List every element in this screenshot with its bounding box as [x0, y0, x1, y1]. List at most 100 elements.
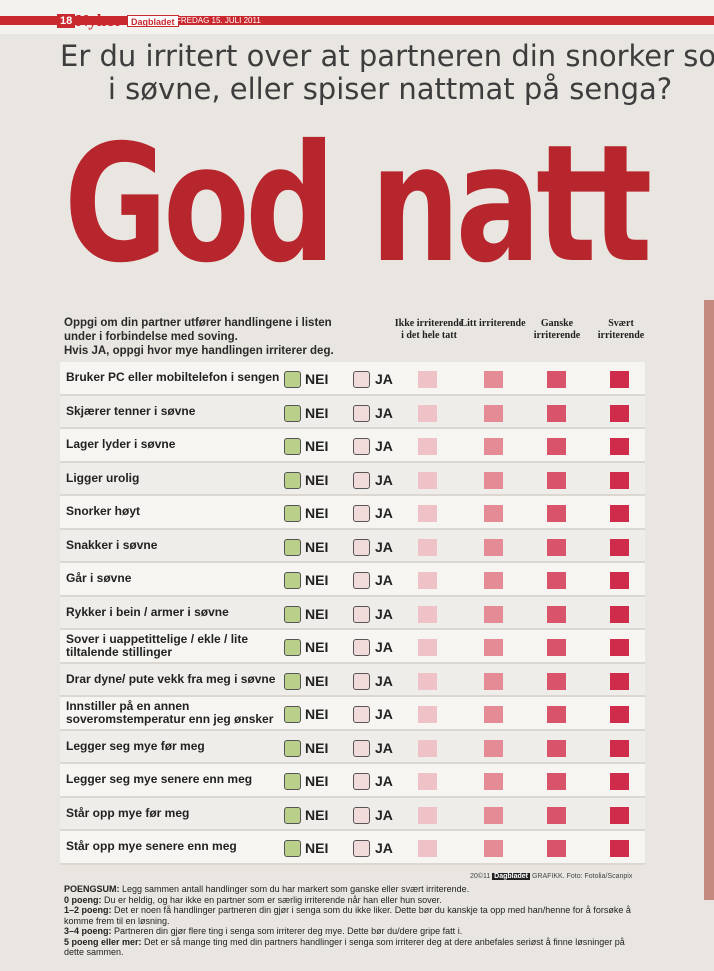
nei-checkbox[interactable] [284, 639, 301, 656]
table-row: Innstiller på en annen soveromstemperatu… [60, 697, 645, 731]
rating-not-irritating-box[interactable] [418, 572, 437, 589]
ja-checkbox[interactable] [353, 639, 370, 656]
rating-very-box[interactable] [610, 840, 629, 857]
rating-slightly-box[interactable] [484, 572, 503, 589]
nei-checkbox[interactable] [284, 404, 301, 422]
rating-not-irritating-box[interactable] [418, 639, 437, 656]
rating-slightly-box[interactable] [484, 672, 503, 690]
rating-very-box[interactable] [610, 438, 629, 455]
rating-quite-box[interactable] [547, 639, 566, 656]
rating-quite-box[interactable] [547, 672, 566, 690]
ja-checkbox[interactable] [353, 404, 370, 422]
rating-not-irritating-box[interactable] [418, 706, 437, 723]
rating-very-box[interactable] [610, 505, 629, 522]
rating-very-box[interactable] [610, 572, 629, 589]
rating-very-box[interactable] [610, 404, 629, 422]
nei-checkbox[interactable] [284, 572, 301, 589]
nei-label: NEI [305, 806, 329, 823]
ja-checkbox[interactable] [353, 505, 370, 522]
nei-checkbox[interactable] [284, 538, 301, 556]
nei-checkbox[interactable] [284, 438, 301, 455]
credit-logo: Dagbladet [492, 873, 531, 880]
rating-very-box[interactable] [610, 471, 629, 489]
nei-checkbox[interactable] [284, 706, 301, 723]
rating-slightly-box[interactable] [484, 438, 503, 455]
rating-very-box[interactable] [610, 639, 629, 656]
nei-checkbox[interactable] [284, 773, 301, 790]
ja-checkbox[interactable] [353, 840, 370, 857]
nei-checkbox[interactable] [284, 371, 301, 388]
rating-not-irritating-box[interactable] [418, 404, 437, 422]
rating-quite-box[interactable] [547, 471, 566, 489]
rating-very-box[interactable] [610, 739, 629, 757]
rating-slightly-box[interactable] [484, 806, 503, 824]
ja-checkbox[interactable] [353, 438, 370, 455]
rating-quite-box[interactable] [547, 438, 566, 455]
rating-quite-box[interactable] [547, 706, 566, 723]
ja-checkbox[interactable] [353, 806, 370, 824]
rating-quite-box[interactable] [547, 739, 566, 757]
nei-checkbox[interactable] [284, 672, 301, 690]
rating-not-irritating-box[interactable] [418, 438, 437, 455]
rating-very-box[interactable] [610, 371, 629, 388]
rating-slightly-box[interactable] [484, 706, 503, 723]
nei-checkbox[interactable] [284, 806, 301, 824]
rating-not-irritating-box[interactable] [418, 371, 437, 388]
nei-checkbox[interactable] [284, 739, 301, 757]
intro-text: Oppgi om din partner utfører handlingene… [64, 316, 364, 358]
rating-quite-box[interactable] [547, 371, 566, 388]
rating-not-irritating-box[interactable] [418, 739, 437, 757]
row-label: Rykker i bein / armer i søvne [66, 604, 229, 619]
rating-slightly-box[interactable] [484, 773, 503, 790]
rating-quite-box[interactable] [547, 605, 566, 623]
ja-checkbox[interactable] [353, 605, 370, 623]
headline: Er du irritert over at partneren din sno… [60, 40, 714, 106]
rating-very-box[interactable] [610, 773, 629, 790]
rating-very-box[interactable] [610, 605, 629, 623]
ja-checkbox[interactable] [353, 371, 370, 388]
scoring-1-2-text: Det er noen få handlinger partneren din … [64, 905, 631, 926]
rating-slightly-box[interactable] [484, 538, 503, 556]
rating-not-irritating-box[interactable] [418, 840, 437, 857]
nei-checkbox[interactable] [284, 840, 301, 857]
rating-slightly-box[interactable] [484, 739, 503, 757]
rating-very-box[interactable] [610, 538, 629, 556]
ja-checkbox[interactable] [353, 706, 370, 723]
rating-quite-box[interactable] [547, 404, 566, 422]
rating-slightly-box[interactable] [484, 471, 503, 489]
rating-quite-box[interactable] [547, 572, 566, 589]
ja-checkbox[interactable] [353, 672, 370, 690]
rating-quite-box[interactable] [547, 505, 566, 522]
rating-slightly-box[interactable] [484, 404, 503, 422]
rating-very-box[interactable] [610, 672, 629, 690]
ja-checkbox[interactable] [353, 471, 370, 489]
table-row: Ligger urolig NEI JA [60, 462, 645, 496]
nei-label: NEI [305, 404, 329, 421]
rating-not-irritating-box[interactable] [418, 505, 437, 522]
rating-not-irritating-box[interactable] [418, 538, 437, 556]
rating-not-irritating-box[interactable] [418, 672, 437, 690]
rating-not-irritating-box[interactable] [418, 773, 437, 790]
rating-not-irritating-box[interactable] [418, 471, 437, 489]
rating-very-box[interactable] [610, 806, 629, 824]
rating-slightly-box[interactable] [484, 639, 503, 656]
rating-very-box[interactable] [610, 706, 629, 723]
ja-checkbox[interactable] [353, 739, 370, 757]
ja-checkbox[interactable] [353, 538, 370, 556]
nei-checkbox[interactable] [284, 505, 301, 522]
ja-checkbox[interactable] [353, 773, 370, 790]
rating-not-irritating-box[interactable] [418, 605, 437, 623]
rating-slightly-box[interactable] [484, 840, 503, 857]
rating-not-irritating-box[interactable] [418, 806, 437, 824]
rating-slightly-box[interactable] [484, 505, 503, 522]
rating-quite-box[interactable] [547, 806, 566, 824]
nei-label: NEI [305, 773, 329, 789]
ja-checkbox[interactable] [353, 572, 370, 589]
rating-slightly-box[interactable] [484, 605, 503, 623]
rating-quite-box[interactable] [547, 840, 566, 857]
rating-quite-box[interactable] [547, 773, 566, 790]
nei-checkbox[interactable] [284, 605, 301, 623]
nei-checkbox[interactable] [284, 471, 301, 489]
rating-slightly-box[interactable] [484, 371, 503, 388]
rating-quite-box[interactable] [547, 538, 566, 556]
